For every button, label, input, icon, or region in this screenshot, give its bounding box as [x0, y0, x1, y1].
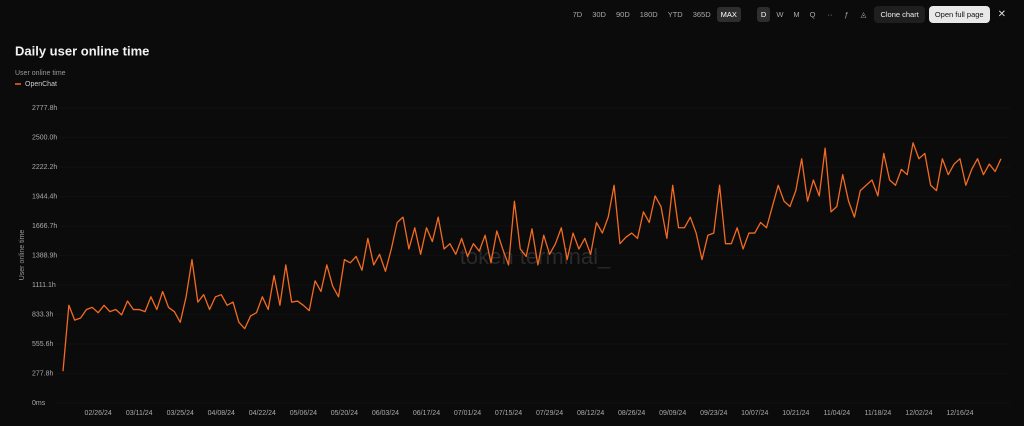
x-tick-label: 07/01/24 [454, 410, 481, 417]
range-button[interactable]: 30D [592, 10, 606, 19]
range-button[interactable]: 180D [639, 10, 658, 19]
y-tick-label: 1944.4h [32, 193, 57, 200]
interval-button[interactable]: W [776, 10, 784, 19]
interval-button[interactable]: D [756, 7, 771, 22]
y-tick-label: 2500.0h [32, 134, 57, 141]
y-tick-label: 0ms [32, 400, 46, 407]
x-tick-label: 05/06/24 [290, 410, 317, 417]
x-tick-label: 09/23/24 [700, 410, 727, 417]
open-button[interactable]: Open full page [928, 6, 990, 23]
range-group: 7D 30D 90D 180D YTD 365D MAX [569, 7, 741, 22]
range-button[interactable]: 90D [615, 10, 630, 19]
x-tick-label: 10/21/24 [782, 410, 809, 417]
y-tick-label: 277.8h [32, 370, 54, 377]
series-line [62, 142, 1002, 372]
close-button[interactable]: ✕ [997, 9, 1006, 20]
x-tick-label: 12/02/24 [905, 410, 932, 417]
style-icon[interactable]: ◬ [860, 10, 867, 19]
y-tick-label: 2777.8h [32, 105, 57, 112]
y-tick-label: 1388.9h [32, 252, 57, 259]
more-icon[interactable]: ·· [827, 10, 833, 19]
range-button[interactable]: 365D [692, 10, 711, 19]
chart-subtitle: User online time [15, 70, 66, 77]
chart-title: Daily user online time [15, 43, 149, 58]
y-tick-label: 833.3h [32, 311, 54, 318]
range-button[interactable]: YTD [667, 10, 683, 19]
x-tick-label: 04/08/24 [208, 410, 235, 417]
clone-button[interactable]: Clone chart [874, 6, 925, 23]
x-tick-label: 10/07/24 [741, 410, 768, 417]
x-tick-label: 05/20/24 [331, 410, 358, 417]
x-tick-label: 06/17/24 [413, 410, 440, 417]
formula-icon[interactable]: ƒ [844, 10, 849, 19]
legend-label[interactable]: OpenChat [25, 81, 57, 88]
x-tick-label: 11/04/24 [823, 410, 850, 417]
y-tick-label: 2222.2h [32, 164, 57, 171]
x-tick-label: 07/29/24 [536, 410, 563, 417]
x-tick-label: 08/12/24 [577, 410, 604, 417]
x-tick-label: 09/09/24 [659, 410, 686, 417]
range-button[interactable]: MAX [716, 7, 741, 22]
interval-button[interactable]: Q [809, 10, 816, 19]
x-tick-label: 03/11/24 [126, 410, 153, 417]
y-axis-label: User online time [19, 230, 26, 281]
x-tick-label: 03/25/24 [167, 410, 194, 417]
x-tick-label: 02/26/24 [85, 410, 112, 417]
y-tick-label: 1666.7h [32, 223, 57, 230]
interval-button[interactable]: M [793, 10, 800, 19]
x-tick-label: 11/18/24 [865, 410, 892, 417]
x-tick-label: 07/15/24 [495, 410, 522, 417]
range-button[interactable]: 7D [572, 10, 583, 19]
y-tick-label: 555.6h [32, 341, 54, 348]
x-tick-label: 04/22/24 [249, 410, 276, 417]
x-tick-label: 08/26/24 [618, 410, 645, 417]
x-tick-label: 12/16/24 [946, 410, 973, 417]
y-tick-label: 1111.1h [32, 282, 56, 289]
x-tick-label: 06/03/24 [372, 410, 399, 417]
